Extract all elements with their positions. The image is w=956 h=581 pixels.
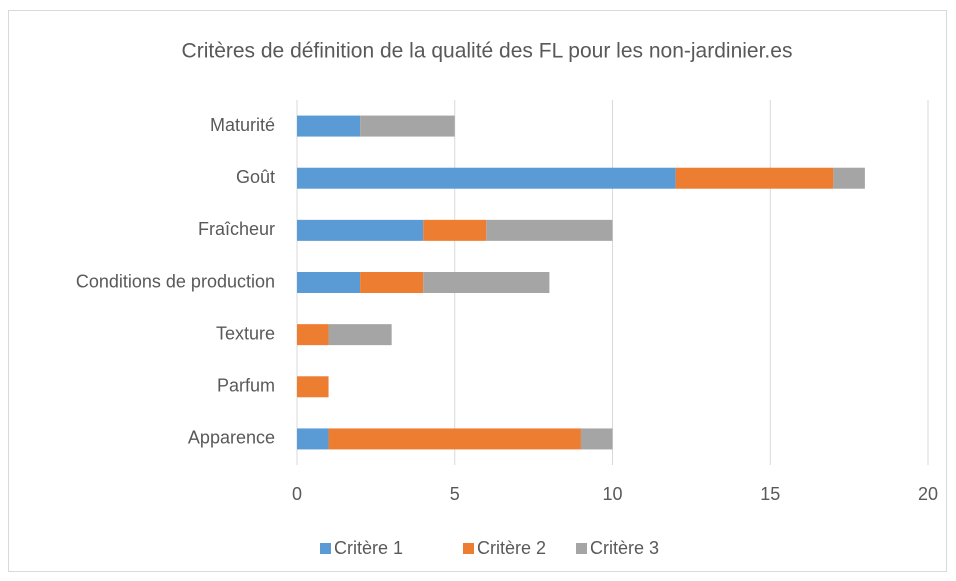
bar-segment (675, 167, 834, 189)
bar-segment (423, 219, 487, 241)
bar-segment (328, 428, 581, 450)
y-tick-label: Fraîcheur (198, 219, 275, 239)
bar-segment (328, 324, 392, 346)
legend-label: Critère 2 (477, 538, 546, 558)
bar-segment (833, 167, 865, 189)
legend-swatch (576, 543, 587, 554)
x-tick-label: 10 (602, 484, 622, 504)
bar-segment (297, 167, 676, 189)
bar-segment (297, 324, 329, 346)
bar-segment (486, 219, 613, 241)
bar-segment (297, 428, 329, 450)
x-tick-label: 15 (760, 484, 780, 504)
x-tick-label: 5 (450, 484, 460, 504)
y-tick-label: Parfum (217, 376, 275, 396)
legend-label: Critère 3 (590, 538, 659, 558)
y-tick-label: Texture (216, 323, 275, 343)
bar-segment (297, 219, 424, 241)
bar-segment (360, 272, 424, 293)
y-tick-label: Apparence (188, 428, 275, 448)
y-tick-label: Maturité (210, 115, 275, 135)
x-tick-label: 20 (918, 484, 938, 504)
legend-swatch (320, 543, 331, 554)
bar-segment (297, 115, 361, 137)
chart-title: Critères de définition de la qualité des… (182, 40, 793, 63)
legend-label: Critère 1 (334, 538, 403, 558)
y-tick-label: Goût (236, 167, 275, 187)
x-tick-label: 0 (292, 484, 302, 504)
y-tick-label: Conditions de production (76, 271, 275, 291)
bar-segment (580, 428, 613, 450)
bar-segment (297, 272, 361, 293)
legend-swatch (463, 543, 474, 554)
bar-segment (297, 376, 329, 398)
bar-segment (423, 272, 550, 293)
bar-segment (360, 115, 455, 137)
